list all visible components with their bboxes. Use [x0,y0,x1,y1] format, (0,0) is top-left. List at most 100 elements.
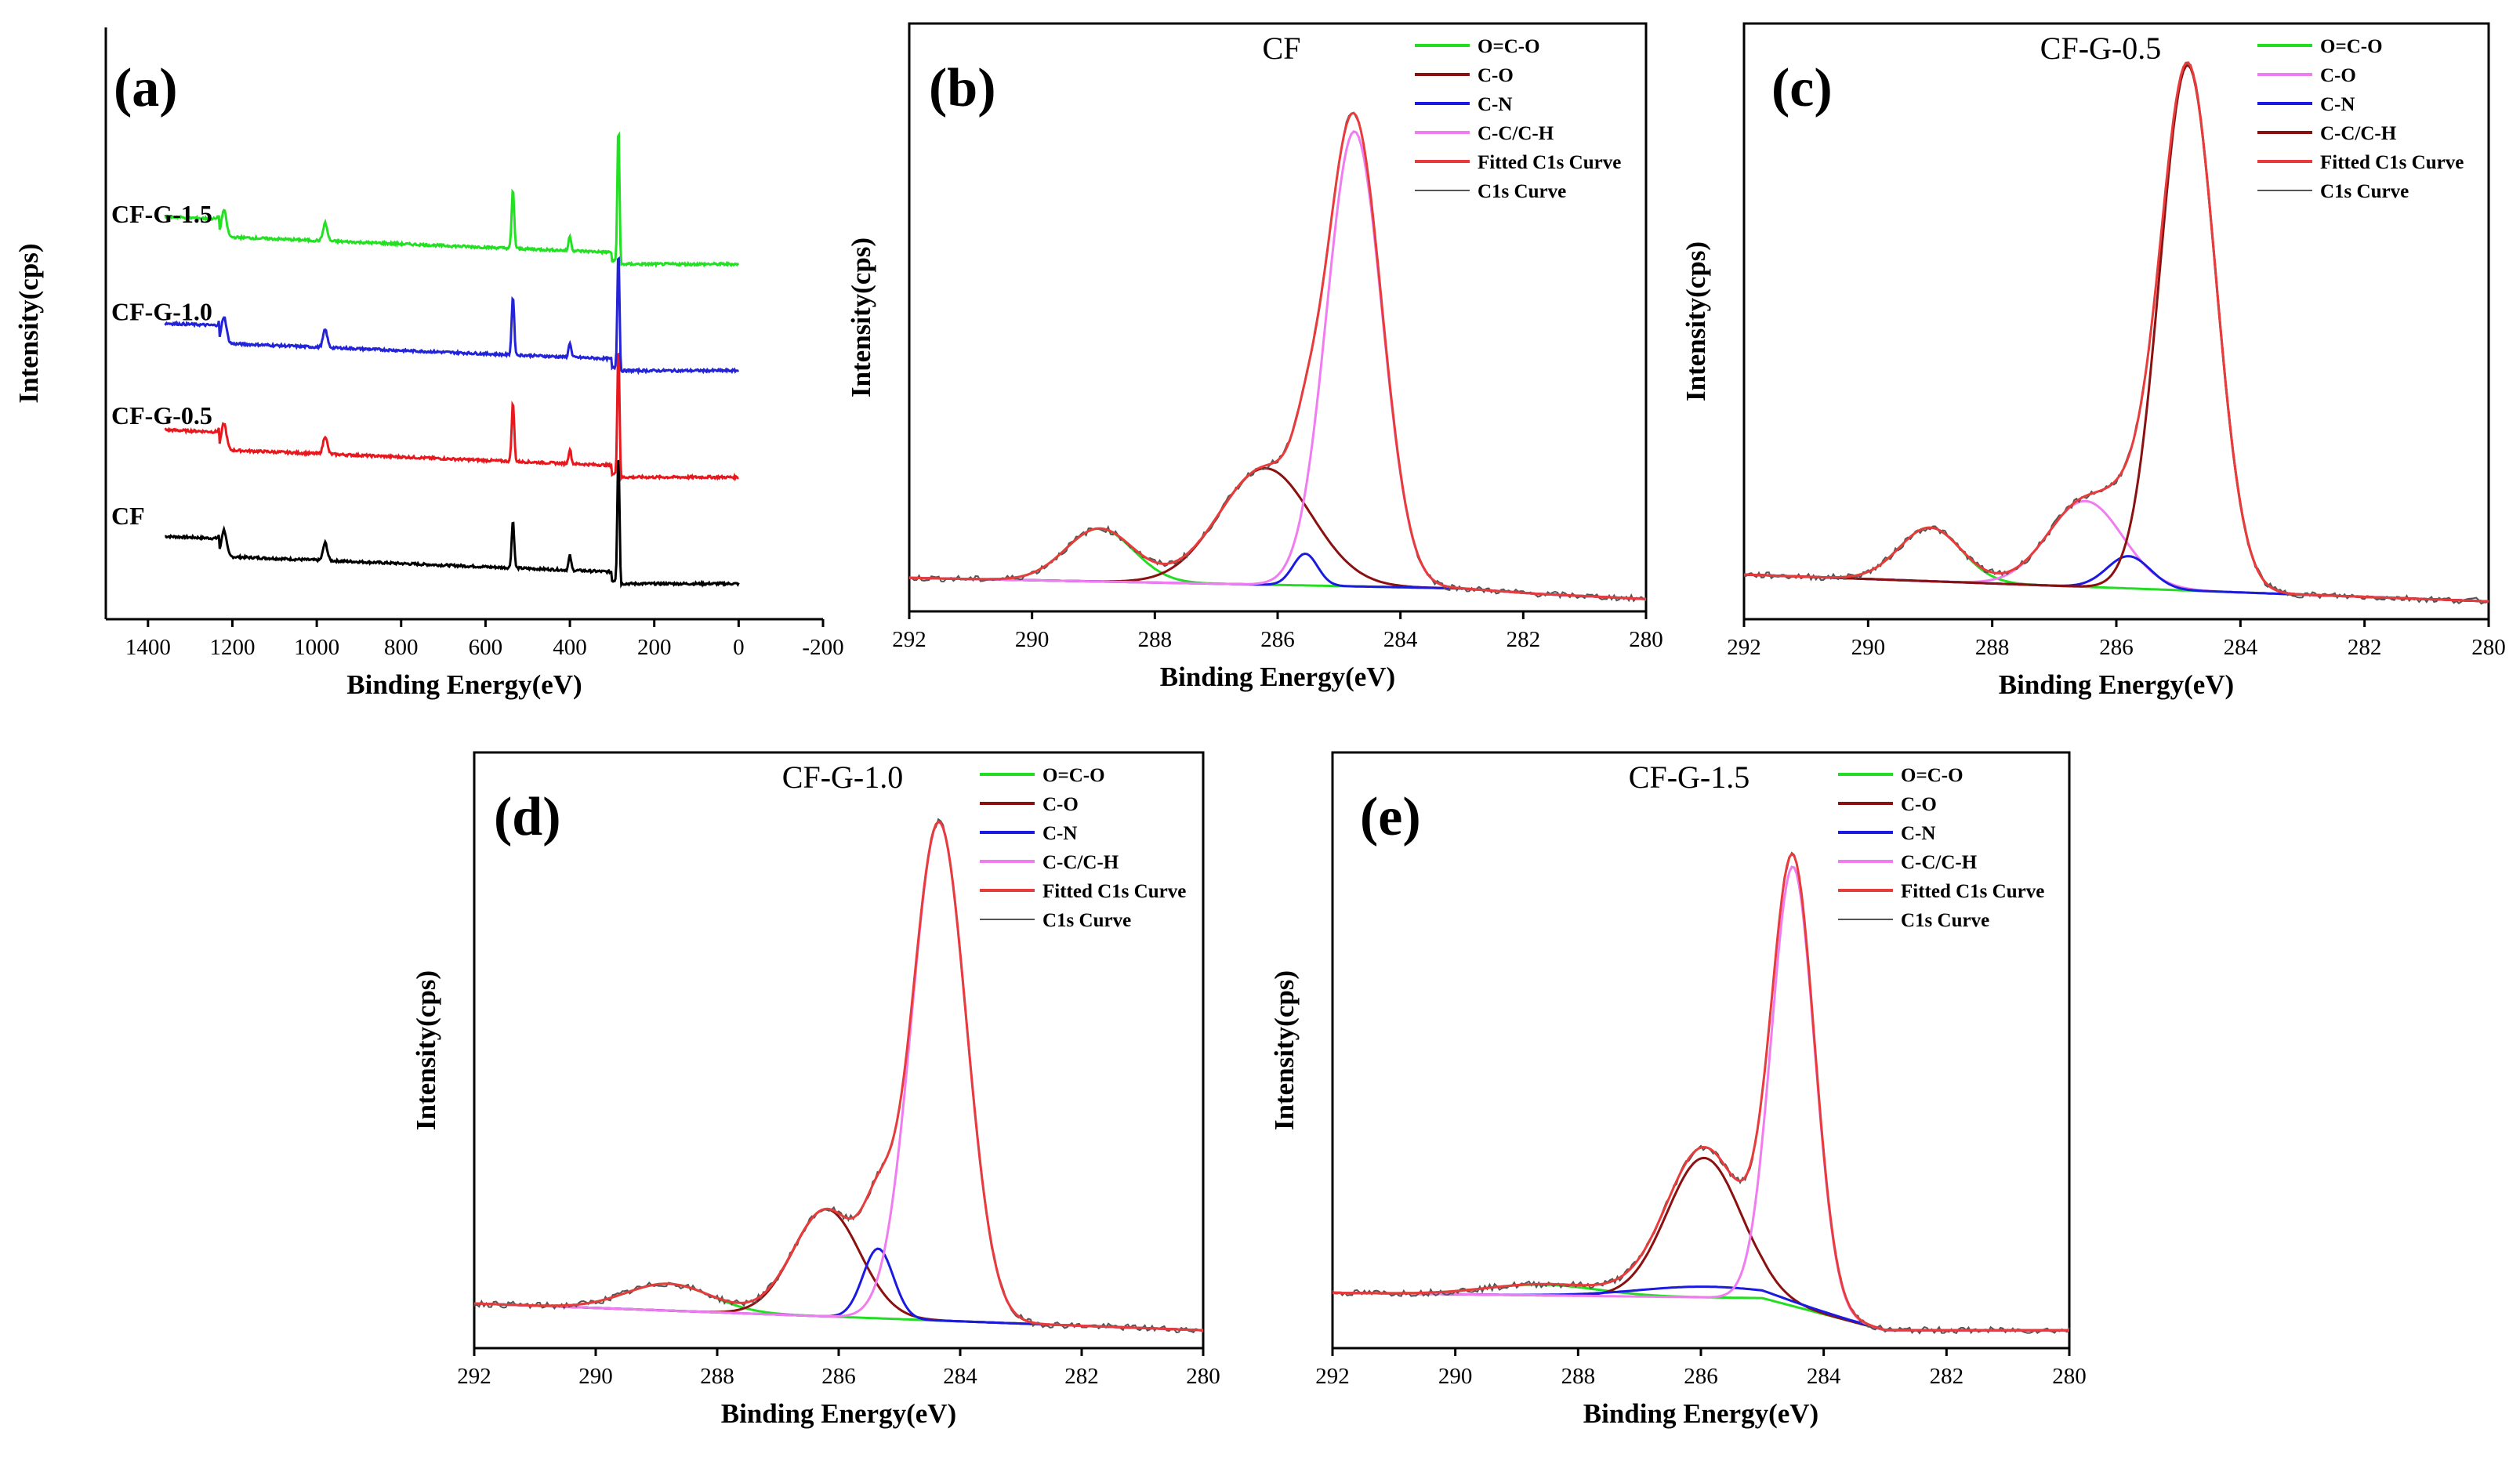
series-line [164,352,739,482]
legend-label: Fitted C1s Curve [1901,881,2044,902]
legend-label: C-N [1478,94,1512,115]
x-tick-label: 280 [1186,1364,1220,1389]
x-tick-label: 290 [1851,635,1886,660]
x-tick-label: 286 [821,1364,856,1389]
panel-a: 1400 1200 1000 800 600 400 200 0 -200 Binding Ene… [13,27,844,700]
legend-label: C1s Curve [1478,181,1566,202]
x-axis-title: Binding Energy(eV) [1160,662,1395,692]
legend-label: O=C-O [2320,36,2383,57]
fitted-c1s-curve [473,820,1204,1332]
x-tick-label: 292 [1315,1364,1350,1389]
legend-label: C1s Curve [1901,910,1989,931]
legend-label: C1s Curve [2320,181,2409,202]
legend-label: C-O [1478,65,1514,86]
legend-label: Fitted C1s Curve [1478,152,1621,173]
component-curve [1743,526,2489,603]
fitted-c1s-curve [1743,61,2489,603]
plot-frame [908,22,1648,613]
y-axis-title: Intensity(cps) [846,237,876,397]
series-line [164,131,740,269]
panel-label: (d) [494,787,561,847]
x-tick-label: 292 [892,627,926,652]
x-tick-label: -200 [802,635,843,660]
legend-label: C-C/C-H [1478,123,1554,144]
panel-b: 292 290 288 286 284 282 280 Binding Energy(eV) I… [846,22,1663,692]
legend-label: Fitted C1s Curve [1042,881,1186,902]
component-curve [1332,1156,2069,1332]
fitted-c1s-curve [908,111,1647,600]
x-tick-label: 282 [2348,635,2382,660]
panel-title: CF-G-1.0 [782,760,903,795]
legend-label: C-N [2320,94,2355,115]
x-tick-label: 280 [2471,635,2506,660]
legend-label: C-N [1901,823,1935,844]
x-tick-label: 290 [1015,627,1050,652]
series-line [165,459,740,589]
component-curve [1743,63,2489,603]
legend-label: C-C/C-H [1901,852,1978,873]
legend-label: O=C-O [1478,36,1540,57]
y-axis-title: Intensity(cps) [13,243,44,403]
sample-label: CF-G-1.0 [111,298,212,326]
x-tick-label: 284 [2224,635,2258,660]
x-tick-label: 280 [2052,1364,2087,1389]
plot-frame [1742,22,2490,621]
x-tick-label: 288 [1138,627,1173,652]
component-curve [908,527,1647,600]
y-axis-title: Intensity(cps) [1269,970,1300,1130]
legend-label: C1s Curve [1042,910,1131,931]
x-tick-label: 1200 [209,635,255,660]
legend-label: C-O [2320,65,2356,86]
x-tick-label: 400 [553,635,587,660]
raw-c1s-curve [473,818,1204,1334]
legend-label: C-C/C-H [1042,852,1119,873]
x-tick-label: 284 [1807,1364,1841,1389]
panel-e: 292 290 288 286 284 282 280 Binding Energy(eV) I… [1269,751,2087,1429]
x-tick-label: 280 [1629,627,1663,652]
x-tick-label: 800 [384,635,419,660]
raw-c1s-curve [908,111,1647,603]
x-axis-title: Binding Energy(eV) [1999,669,2234,700]
legend-label: O=C-O [1042,765,1105,786]
x-tick-label: 288 [1561,1364,1596,1389]
sample-label: CF [111,502,145,530]
x-tick-label: 1400 [125,635,171,660]
x-tick-label: 288 [700,1364,734,1389]
raw-c1s-curve [1743,63,2489,605]
panel-title: CF-G-1.5 [1629,760,1749,795]
x-tick-label: 286 [2099,635,2134,660]
x-tick-label: 290 [1438,1364,1473,1389]
legend-label: C-O [1042,794,1079,815]
x-tick-label: 0 [733,635,745,660]
y-axis-title: Intensity(cps) [411,970,441,1130]
fitted-c1s-curve [1333,852,2069,1332]
panel-d: 292 290 288 286 284 282 280 Binding Energy(eV) I… [411,751,1220,1429]
panel-c: 292 290 288 286 284 282 280 Binding Energy(eV) I… [1681,22,2506,700]
x-axis-title: Binding Energy(eV) [1583,1398,1818,1429]
sample-label: CF-G-0.5 [111,401,212,430]
series-line [164,256,740,375]
plot-frame [473,751,1205,1350]
x-tick-label: 200 [637,635,672,660]
plot-frame [1331,751,2071,1350]
x-tick-label: 282 [1507,627,1541,652]
x-tick-label: 286 [1684,1364,1718,1389]
x-tick-label: 292 [457,1364,491,1389]
legend-label: C-O [1901,794,1937,815]
sample-label: CF-G-1.5 [111,200,212,228]
panel-title: CF-G-0.5 [2040,31,2161,66]
panel-label: (a) [114,58,178,118]
x-tick-label: 282 [1064,1364,1099,1389]
y-axis-title: Intensity(cps) [1681,241,1711,401]
x-axis-title: Binding Energy(eV) [721,1398,956,1429]
x-tick-label: 292 [1727,635,1761,660]
x-tick-label: 600 [469,635,503,660]
component-curve [473,1208,1204,1332]
x-tick-label: 286 [1260,627,1295,652]
legend-label: O=C-O [1901,765,1963,786]
x-tick-label: 290 [578,1364,613,1389]
component-curve [1332,865,2069,1332]
panel-label: (b) [929,58,996,118]
panel-title: CF [1263,31,1301,66]
